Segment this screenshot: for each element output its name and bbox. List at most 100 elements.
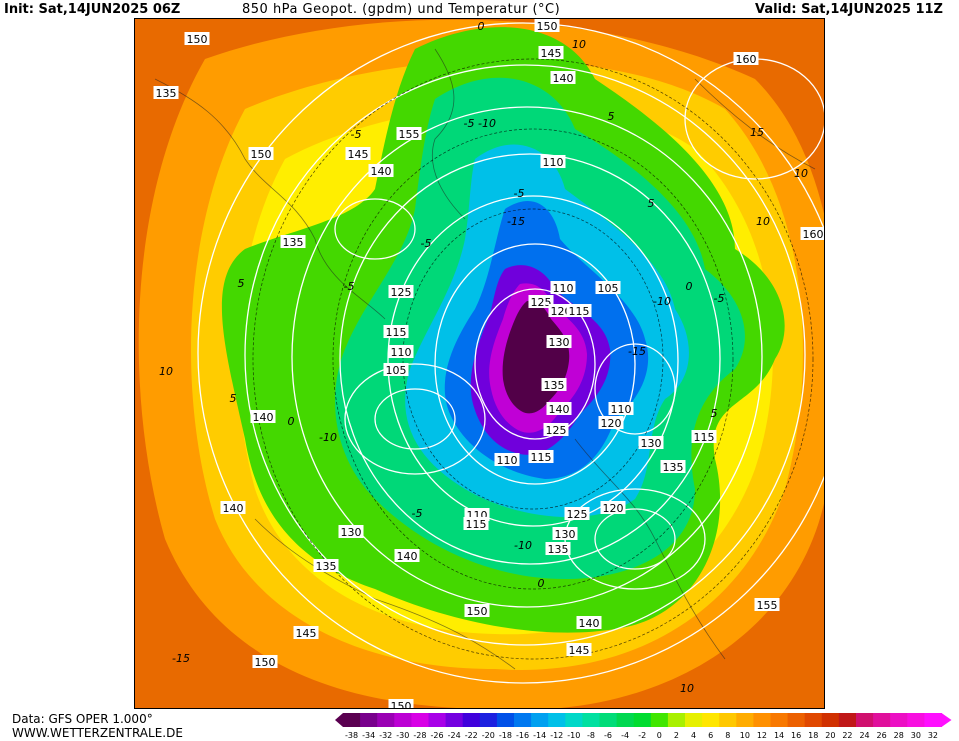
legend-tick-label: 22 — [842, 731, 852, 740]
geopotential-label: 140 — [546, 402, 572, 416]
legend-swatch — [736, 713, 754, 727]
legend-swatch — [667, 713, 686, 727]
svg-text:-10: -10 — [478, 117, 496, 130]
legend-tick-label: 26 — [877, 731, 887, 740]
svg-text:105: 105 — [386, 364, 407, 377]
geopotential-label: 135 — [280, 235, 306, 249]
legend-swatch — [377, 713, 395, 727]
svg-text:135: 135 — [156, 87, 177, 100]
weather-map: 150 150 145 140 160 135 155 150 145 140 110 135 160 1… — [134, 18, 825, 709]
legend-tick-label: 10 — [740, 731, 750, 740]
geopotential-label: 110 — [550, 281, 576, 295]
legend-swatch — [428, 713, 447, 727]
legend-swatch — [411, 713, 429, 727]
svg-text:0: 0 — [538, 577, 545, 590]
svg-text:-5: -5 — [714, 292, 725, 305]
geopotential-label: 125 — [564, 507, 590, 521]
svg-text:105: 105 — [598, 282, 619, 295]
legend-tick-label: 32 — [928, 731, 938, 740]
svg-text:-5: -5 — [514, 187, 525, 200]
svg-text:140: 140 — [397, 550, 418, 563]
svg-text:15: 15 — [750, 126, 764, 139]
legend-tick-label: -6 — [604, 731, 612, 740]
geopotential-label: 105 — [595, 281, 621, 295]
temperature-label: -5 — [344, 280, 355, 293]
header-bar: Init: Sat,14JUN2025 06Z 850 hPa Geopot. … — [0, 0, 959, 18]
geopotential-label: 145 — [538, 46, 564, 60]
legend-swatch — [873, 713, 891, 727]
legend-tick-label: -18 — [499, 731, 512, 740]
geopotential-label: 125 — [388, 285, 414, 299]
init-time: Init: Sat,14JUN2025 06Z — [4, 2, 181, 17]
svg-text:150: 150 — [251, 148, 272, 161]
svg-text:5: 5 — [238, 277, 245, 290]
temperature-label: -15 — [628, 345, 646, 358]
legend-tick-label: 16 — [791, 731, 801, 740]
legend-swatch — [462, 713, 481, 727]
temperature-label: 10 — [159, 365, 173, 378]
svg-text:120: 120 — [551, 305, 572, 318]
svg-text:110: 110 — [391, 346, 412, 359]
legend-swatch — [719, 713, 737, 727]
svg-text:115: 115 — [466, 518, 487, 531]
legend-tick-label: 6 — [708, 731, 713, 740]
geopotential-label: 130 — [552, 527, 578, 541]
legend-tick-label: 24 — [859, 731, 869, 740]
legend-tick-label: 14 — [774, 731, 784, 740]
legend-swatch — [514, 713, 532, 727]
data-source: Data: GFS OPER 1.000° — [12, 712, 153, 726]
temperature-label: 10 — [756, 215, 770, 228]
geopotential-label: 130 — [546, 335, 572, 349]
legend-swatch — [821, 713, 840, 727]
legend-arrow-right — [941, 713, 952, 727]
svg-text:145: 145 — [348, 148, 369, 161]
svg-text:-10: -10 — [653, 295, 671, 308]
temperature-label: 15 — [750, 126, 764, 139]
geopotential-label: 150 — [388, 699, 414, 708]
temperature-label: -5 — [351, 128, 362, 141]
legend-swatch — [838, 713, 857, 727]
legend-tick-label: 0 — [657, 731, 662, 740]
svg-text:120: 120 — [601, 417, 622, 430]
svg-text:-5: -5 — [412, 507, 423, 520]
valid-time: Valid: Sat,14JUN2025 11Z — [755, 2, 943, 17]
temperature-label: -10 — [653, 295, 671, 308]
geopotential-label: 110 — [540, 155, 566, 169]
geopotential-label: 130 — [638, 436, 664, 450]
legend-tick-label: 2 — [674, 731, 679, 740]
svg-text:10: 10 — [794, 167, 808, 180]
svg-text:110: 110 — [543, 156, 564, 169]
legend-swatch — [616, 713, 635, 727]
legend-tick-label: -4 — [621, 731, 629, 740]
legend-tick-label: -20 — [482, 731, 495, 740]
geopotential-label: 115 — [383, 325, 409, 339]
geopotential-label: 160 — [733, 52, 759, 66]
svg-text:5: 5 — [230, 392, 237, 405]
legend-tick-label: -30 — [396, 731, 409, 740]
svg-text:-5: -5 — [464, 117, 475, 130]
svg-text:135: 135 — [663, 461, 684, 474]
geopotential-label: 115 — [528, 450, 554, 464]
temperature-isolines — [252, 58, 814, 660]
temperature-label: 0 — [478, 20, 485, 33]
legend-tick-label: -14 — [533, 731, 546, 740]
temperature-label: -10 — [478, 117, 496, 130]
legend-swatch — [924, 713, 942, 727]
site-url: WWW.WETTERZENTRALE.DE — [12, 726, 183, 740]
svg-text:5: 5 — [608, 110, 615, 123]
svg-text:120: 120 — [603, 502, 624, 515]
legend-tick-label: 28 — [894, 731, 904, 740]
svg-text:130: 130 — [641, 437, 662, 450]
svg-text:-10: -10 — [514, 539, 532, 552]
legend-swatch — [565, 713, 583, 727]
geopotential-label: 110 — [608, 402, 634, 416]
legend-swatch — [856, 713, 874, 727]
svg-text:135: 135 — [316, 560, 337, 573]
legend-tick-label: -34 — [362, 731, 375, 740]
legend-tick-label: 4 — [691, 731, 696, 740]
legend-swatch — [804, 713, 823, 727]
legend-swatch — [394, 713, 412, 727]
geopotential-label: 140 — [576, 616, 602, 630]
temperature-legend: -38 -34 -32 -30 -28 -26 -24 -22 -20 -18 -16 -14 -12-… — [335, 713, 952, 740]
legend-tick-label: -24 — [448, 731, 461, 740]
